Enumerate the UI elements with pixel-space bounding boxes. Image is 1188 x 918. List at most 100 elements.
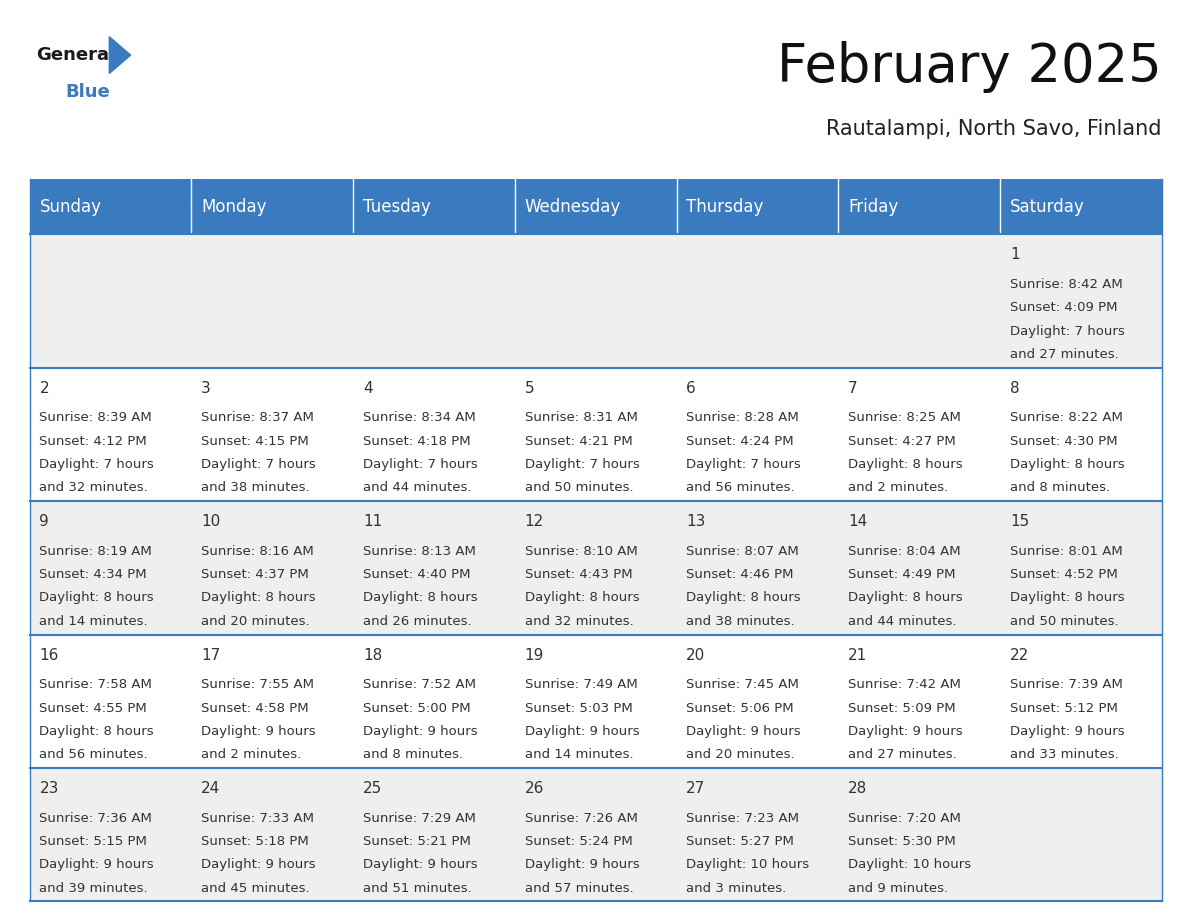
- Text: Sunrise: 7:42 AM: Sunrise: 7:42 AM: [848, 678, 961, 691]
- Bar: [30, 367, 191, 501]
- Bar: [677, 634, 839, 768]
- Text: 12: 12: [525, 514, 544, 530]
- Text: Sunset: 5:03 PM: Sunset: 5:03 PM: [525, 701, 632, 714]
- Text: Daylight: 8 hours: Daylight: 8 hours: [1010, 458, 1125, 471]
- Text: and 32 minutes.: and 32 minutes.: [39, 481, 148, 495]
- Text: Sunrise: 8:22 AM: Sunrise: 8:22 AM: [1010, 411, 1123, 424]
- Text: Sunrise: 7:45 AM: Sunrise: 7:45 AM: [687, 678, 800, 691]
- Text: Daylight: 8 hours: Daylight: 8 hours: [39, 591, 154, 604]
- Text: Sunrise: 7:26 AM: Sunrise: 7:26 AM: [525, 812, 638, 824]
- Text: 1: 1: [1010, 248, 1019, 263]
- Text: Sunrise: 8:19 AM: Sunrise: 8:19 AM: [39, 544, 152, 558]
- Bar: [677, 234, 839, 367]
- Text: Daylight: 7 hours: Daylight: 7 hours: [687, 458, 801, 471]
- Text: Sunset: 4:52 PM: Sunset: 4:52 PM: [1010, 568, 1118, 581]
- Text: Sunrise: 8:39 AM: Sunrise: 8:39 AM: [39, 411, 152, 424]
- Text: 25: 25: [362, 781, 383, 796]
- Text: Daylight: 9 hours: Daylight: 9 hours: [362, 858, 478, 871]
- Text: Sunset: 4:24 PM: Sunset: 4:24 PM: [687, 434, 794, 448]
- Text: Daylight: 10 hours: Daylight: 10 hours: [848, 858, 972, 871]
- Text: 23: 23: [39, 781, 58, 796]
- Bar: [839, 634, 1000, 768]
- Text: Sunrise: 8:01 AM: Sunrise: 8:01 AM: [1010, 544, 1123, 558]
- Text: and 51 minutes.: and 51 minutes.: [362, 882, 472, 895]
- Text: Sunset: 5:30 PM: Sunset: 5:30 PM: [848, 835, 956, 848]
- Text: and 20 minutes.: and 20 minutes.: [687, 748, 795, 761]
- Text: and 38 minutes.: and 38 minutes.: [687, 615, 795, 628]
- Bar: [514, 179, 677, 234]
- Text: and 32 minutes.: and 32 minutes.: [525, 615, 633, 628]
- Text: Daylight: 9 hours: Daylight: 9 hours: [201, 858, 316, 871]
- Bar: [191, 367, 353, 501]
- Text: 13: 13: [687, 514, 706, 530]
- Text: Daylight: 8 hours: Daylight: 8 hours: [687, 591, 801, 604]
- Bar: [30, 634, 191, 768]
- Text: and 27 minutes.: and 27 minutes.: [1010, 348, 1119, 361]
- Bar: [677, 501, 839, 634]
- Text: Sunset: 4:46 PM: Sunset: 4:46 PM: [687, 568, 794, 581]
- Bar: [30, 768, 191, 901]
- Text: Sunrise: 8:31 AM: Sunrise: 8:31 AM: [525, 411, 638, 424]
- Text: Sunrise: 7:20 AM: Sunrise: 7:20 AM: [848, 812, 961, 824]
- Text: Sunset: 5:12 PM: Sunset: 5:12 PM: [1010, 701, 1118, 714]
- Text: and 38 minutes.: and 38 minutes.: [201, 481, 310, 495]
- Bar: [1000, 234, 1162, 367]
- Text: Friday: Friday: [848, 197, 898, 216]
- Text: Sunset: 4:34 PM: Sunset: 4:34 PM: [39, 568, 147, 581]
- Text: Daylight: 10 hours: Daylight: 10 hours: [687, 858, 809, 871]
- Text: 7: 7: [848, 381, 858, 396]
- Text: and 8 minutes.: and 8 minutes.: [362, 748, 463, 761]
- Text: Monday: Monday: [201, 197, 266, 216]
- Text: Sunrise: 7:36 AM: Sunrise: 7:36 AM: [39, 812, 152, 824]
- Text: Sunset: 4:18 PM: Sunset: 4:18 PM: [362, 434, 470, 448]
- Text: February 2025: February 2025: [777, 41, 1162, 94]
- Text: Sunset: 5:27 PM: Sunset: 5:27 PM: [687, 835, 795, 848]
- Text: 6: 6: [687, 381, 696, 396]
- Bar: [353, 501, 514, 634]
- Text: 19: 19: [525, 648, 544, 663]
- Bar: [191, 234, 353, 367]
- Text: Blue: Blue: [65, 83, 110, 101]
- Text: Sunrise: 8:10 AM: Sunrise: 8:10 AM: [525, 544, 638, 558]
- Text: and 44 minutes.: and 44 minutes.: [848, 615, 956, 628]
- Text: Saturday: Saturday: [1010, 197, 1085, 216]
- Text: Sunrise: 8:13 AM: Sunrise: 8:13 AM: [362, 544, 475, 558]
- Text: and 39 minutes.: and 39 minutes.: [39, 882, 148, 895]
- Text: and 44 minutes.: and 44 minutes.: [362, 481, 472, 495]
- Text: 24: 24: [201, 781, 221, 796]
- Text: 20: 20: [687, 648, 706, 663]
- Text: Wednesday: Wednesday: [525, 197, 621, 216]
- Text: Sunset: 5:21 PM: Sunset: 5:21 PM: [362, 835, 470, 848]
- Bar: [677, 768, 839, 901]
- Text: Sunrise: 8:28 AM: Sunrise: 8:28 AM: [687, 411, 800, 424]
- Text: Sunset: 5:24 PM: Sunset: 5:24 PM: [525, 835, 632, 848]
- Bar: [353, 367, 514, 501]
- Bar: [677, 179, 839, 234]
- Text: Sunset: 4:37 PM: Sunset: 4:37 PM: [201, 568, 309, 581]
- Text: Sunset: 5:18 PM: Sunset: 5:18 PM: [201, 835, 309, 848]
- Bar: [353, 634, 514, 768]
- Text: Daylight: 9 hours: Daylight: 9 hours: [848, 725, 962, 738]
- Text: and 14 minutes.: and 14 minutes.: [525, 748, 633, 761]
- Text: Sunset: 5:09 PM: Sunset: 5:09 PM: [848, 701, 955, 714]
- Text: Daylight: 7 hours: Daylight: 7 hours: [362, 458, 478, 471]
- Text: Daylight: 9 hours: Daylight: 9 hours: [39, 858, 154, 871]
- Bar: [191, 179, 353, 234]
- Text: Daylight: 9 hours: Daylight: 9 hours: [201, 725, 316, 738]
- Text: Daylight: 8 hours: Daylight: 8 hours: [525, 591, 639, 604]
- Text: 27: 27: [687, 781, 706, 796]
- Text: Sunset: 4:30 PM: Sunset: 4:30 PM: [1010, 434, 1118, 448]
- Text: and 26 minutes.: and 26 minutes.: [362, 615, 472, 628]
- Text: Sunset: 4:58 PM: Sunset: 4:58 PM: [201, 701, 309, 714]
- Text: Daylight: 8 hours: Daylight: 8 hours: [848, 458, 962, 471]
- Text: 18: 18: [362, 648, 383, 663]
- Text: Sunset: 4:55 PM: Sunset: 4:55 PM: [39, 701, 147, 714]
- Bar: [839, 768, 1000, 901]
- Text: Thursday: Thursday: [687, 197, 764, 216]
- Text: and 50 minutes.: and 50 minutes.: [525, 481, 633, 495]
- Bar: [514, 367, 677, 501]
- Text: Sunset: 4:15 PM: Sunset: 4:15 PM: [201, 434, 309, 448]
- Text: and 14 minutes.: and 14 minutes.: [39, 615, 148, 628]
- Text: Sunrise: 8:16 AM: Sunrise: 8:16 AM: [201, 544, 314, 558]
- Bar: [839, 234, 1000, 367]
